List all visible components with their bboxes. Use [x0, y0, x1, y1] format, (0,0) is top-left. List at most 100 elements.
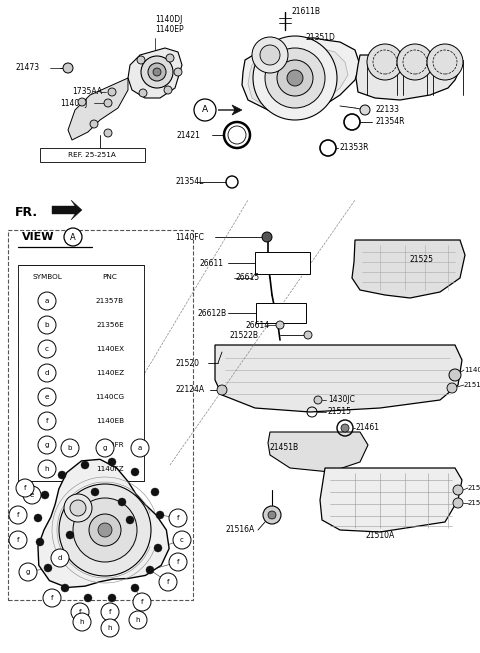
- Circle shape: [148, 63, 166, 81]
- Circle shape: [78, 98, 86, 106]
- Circle shape: [98, 523, 112, 537]
- Circle shape: [43, 589, 61, 607]
- Text: 26612B: 26612B: [198, 308, 227, 317]
- Circle shape: [81, 461, 89, 469]
- Text: A: A: [202, 106, 208, 114]
- Circle shape: [129, 611, 147, 629]
- Circle shape: [287, 70, 303, 86]
- Circle shape: [156, 511, 164, 519]
- Text: a: a: [45, 298, 49, 304]
- Polygon shape: [320, 468, 462, 532]
- Circle shape: [253, 36, 337, 120]
- Polygon shape: [68, 78, 128, 140]
- Text: c: c: [180, 537, 184, 543]
- Circle shape: [174, 68, 182, 76]
- Text: 22124A: 22124A: [175, 385, 204, 394]
- Text: 21520: 21520: [175, 358, 199, 368]
- Circle shape: [73, 498, 137, 562]
- Text: f: f: [51, 595, 53, 601]
- Text: A: A: [70, 232, 76, 242]
- Text: 21516A: 21516A: [225, 526, 254, 535]
- Circle shape: [61, 584, 69, 592]
- Text: g: g: [26, 569, 30, 575]
- Text: SYMBOL: SYMBOL: [32, 274, 62, 280]
- Circle shape: [194, 99, 216, 121]
- Circle shape: [108, 458, 116, 466]
- Polygon shape: [242, 38, 360, 115]
- Circle shape: [96, 439, 114, 457]
- Text: 1140EX: 1140EX: [96, 346, 124, 352]
- Polygon shape: [215, 345, 462, 412]
- Circle shape: [154, 544, 162, 552]
- Circle shape: [169, 509, 187, 527]
- Circle shape: [453, 498, 463, 508]
- Circle shape: [131, 439, 149, 457]
- Circle shape: [61, 439, 79, 457]
- Circle shape: [166, 54, 174, 62]
- Text: 1140EB: 1140EB: [96, 418, 124, 424]
- Circle shape: [260, 45, 280, 65]
- Circle shape: [90, 120, 98, 128]
- Circle shape: [9, 506, 27, 524]
- Circle shape: [341, 424, 349, 432]
- Text: FR.: FR.: [15, 206, 38, 219]
- Polygon shape: [52, 200, 82, 220]
- Text: c: c: [45, 346, 49, 352]
- Circle shape: [367, 44, 403, 80]
- Text: 21353R: 21353R: [340, 144, 370, 153]
- Circle shape: [23, 486, 41, 504]
- Circle shape: [36, 538, 44, 546]
- Text: h: h: [80, 619, 84, 625]
- Text: 1140EW: 1140EW: [464, 367, 480, 373]
- Polygon shape: [218, 105, 242, 115]
- Circle shape: [304, 331, 312, 339]
- Circle shape: [360, 105, 370, 115]
- Circle shape: [314, 396, 322, 404]
- Polygon shape: [128, 48, 182, 98]
- Circle shape: [449, 369, 461, 381]
- Circle shape: [38, 460, 56, 478]
- Text: 1140EP: 1140EP: [155, 25, 184, 35]
- Circle shape: [153, 68, 161, 76]
- Circle shape: [64, 228, 82, 246]
- Text: 21351D: 21351D: [305, 33, 335, 42]
- Circle shape: [277, 60, 313, 96]
- Text: 1140CG: 1140CG: [96, 394, 125, 400]
- Text: 21522B: 21522B: [230, 330, 259, 340]
- Text: d: d: [58, 555, 62, 561]
- Circle shape: [101, 603, 119, 621]
- Text: 1140FC: 1140FC: [175, 232, 204, 242]
- Text: REF. 25-251A: REF. 25-251A: [68, 152, 116, 158]
- Circle shape: [71, 603, 89, 621]
- Circle shape: [453, 485, 463, 495]
- Bar: [8, 230, 193, 600]
- Text: 21421: 21421: [176, 131, 200, 140]
- Text: 1735AA: 1735AA: [72, 88, 102, 97]
- Text: h: h: [108, 625, 112, 631]
- Text: 21357B: 21357B: [96, 298, 124, 304]
- Circle shape: [108, 594, 116, 602]
- Circle shape: [133, 593, 151, 611]
- Polygon shape: [268, 432, 368, 472]
- Text: f: f: [79, 609, 81, 615]
- Circle shape: [173, 531, 191, 549]
- Text: f: f: [167, 579, 169, 585]
- Text: 21461: 21461: [355, 424, 379, 432]
- Circle shape: [91, 488, 99, 496]
- Text: d: d: [45, 370, 49, 376]
- Text: e: e: [30, 492, 34, 498]
- Circle shape: [397, 44, 433, 80]
- Circle shape: [263, 506, 281, 524]
- Text: 21473: 21473: [15, 63, 39, 72]
- Text: 1140DJ: 1140DJ: [60, 99, 87, 108]
- Polygon shape: [352, 240, 465, 298]
- Circle shape: [252, 37, 288, 73]
- Circle shape: [89, 514, 121, 546]
- Circle shape: [137, 56, 145, 64]
- Text: e: e: [45, 394, 49, 400]
- Circle shape: [38, 316, 56, 334]
- Text: 21611B: 21611B: [291, 7, 320, 16]
- Circle shape: [38, 292, 56, 310]
- Text: f: f: [17, 512, 19, 518]
- Circle shape: [63, 63, 73, 73]
